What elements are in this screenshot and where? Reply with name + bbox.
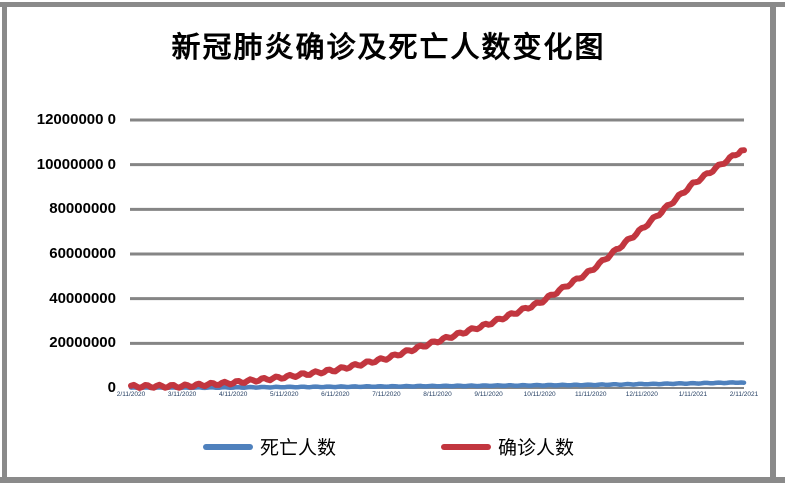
chart-title: 新冠肺炎确诊及死亡人数变化图 (171, 32, 606, 64)
x-tick-label: 1/11/2021 (678, 391, 708, 398)
chart-legend: 死亡人数 确诊人数 (7, 433, 770, 460)
x-tick-label: 2/11/2021 (729, 391, 759, 398)
x-tick-label: 5/11/2020 (270, 391, 299, 398)
legend-item-deaths: 死亡人数 (202, 433, 336, 460)
legend-label-confirmed: 确诊人数 (498, 438, 575, 459)
x-tick-label: 2/11/2020 (116, 391, 146, 398)
frame-border-bottom (0, 477, 785, 483)
x-tick-label: 6/11/2020 (321, 391, 350, 398)
x-tick-label: 7/11/2020 (372, 391, 401, 398)
confirmed-line-swatch (441, 443, 491, 450)
frame-border-right (770, 2, 776, 483)
y-tick-label: 12000000 0 (36, 111, 116, 128)
x-tick-label: 12/11/2020 (625, 391, 658, 398)
x-tick-label: 4/11/2020 (218, 391, 248, 398)
x-tick-label: 11/11/2020 (574, 391, 607, 398)
frame-border-left (2, 2, 7, 483)
deaths-line-swatch (202, 443, 253, 450)
series-line-confirmed (128, 147, 747, 391)
legend-label-deaths: 死亡人数 (259, 438, 336, 459)
x-tick-label: 8/11/2020 (423, 391, 452, 398)
y-tick-label: 10000000 0 (36, 155, 116, 173)
y-tick-label: 40000000 (49, 289, 116, 307)
y-tick-label: 0 (107, 379, 116, 396)
legend-item-confirmed: 确诊人数 (441, 433, 574, 460)
y-tick-label: 20000000 (49, 334, 116, 352)
y-tick-label: 60000000 (49, 245, 116, 262)
x-tick-label: 10/11/2020 (523, 391, 556, 398)
series-line-deaths (128, 380, 747, 391)
frame-border-top (0, 2, 785, 7)
x-tick-label: 3/11/2020 (167, 391, 197, 398)
x-tick-label: 9/11/2020 (474, 391, 503, 398)
y-tick-label: 80000000 (49, 200, 116, 218)
